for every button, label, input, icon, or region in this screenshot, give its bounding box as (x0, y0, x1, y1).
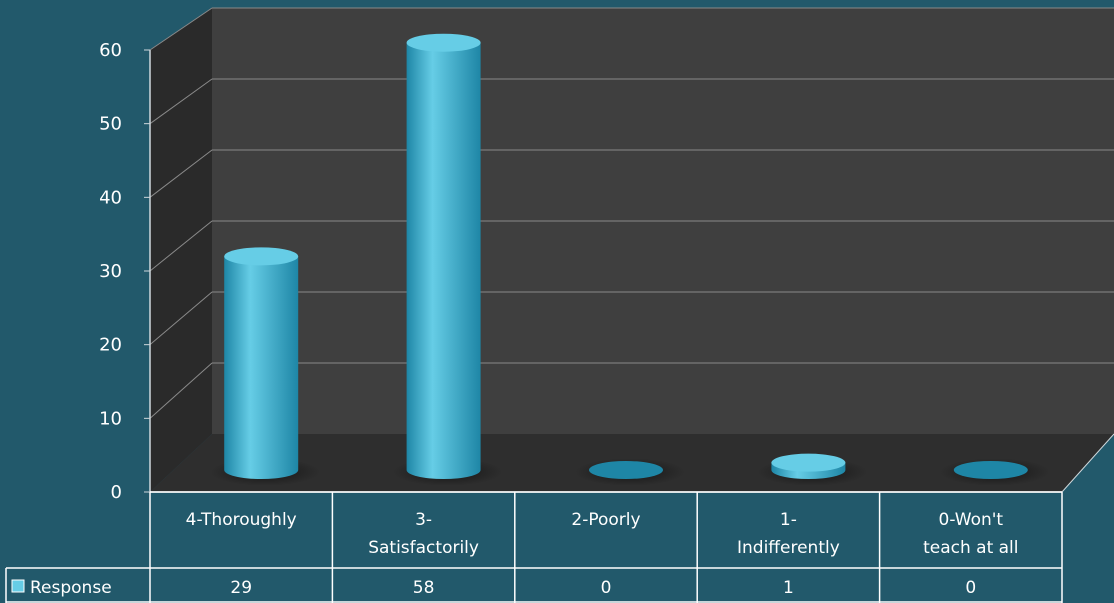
gridline-side (149, 220, 213, 272)
data-value-label: 1 (783, 578, 794, 598)
bar-top (589, 461, 663, 479)
bar-top (771, 453, 846, 472)
legend-key-icon (11, 579, 25, 593)
data-table: 4-Thoroughly 29 3- Satisfactorily 58 2-Poorly… (5, 491, 1063, 603)
gridline-side (149, 78, 213, 125)
legend-series-name: Response (30, 578, 112, 598)
gridline-side (149, 7, 213, 51)
y-tick-label: 20 (99, 335, 122, 356)
bar (224, 256, 299, 480)
y-tick-label: 0 (111, 482, 122, 503)
bar-top (406, 33, 481, 52)
gridline-side (149, 362, 213, 419)
data-value-label: 0 (601, 578, 612, 598)
data-value-label: 0 (965, 578, 976, 598)
y-tick-label: 10 (99, 408, 122, 429)
category-label: 4-Thoroughly (186, 510, 297, 530)
bar (406, 42, 481, 479)
bar-top (953, 461, 1028, 479)
y-tick-label: 60 (99, 40, 122, 61)
category-label: teach at all (923, 538, 1018, 558)
y-tick-label: 50 (99, 114, 122, 135)
bar-top (224, 247, 299, 266)
y-axis: 0 10 20 30 40 50 60 (99, 40, 151, 503)
y-tick-label: 30 (99, 261, 122, 282)
y-tick-label: 40 (99, 187, 122, 208)
category-label: 1- (780, 510, 797, 530)
gridline-side (149, 149, 213, 198)
category-label: 2-Poorly (571, 510, 640, 530)
data-value-label: 58 (413, 578, 435, 598)
data-value-label: 29 (230, 578, 252, 598)
category-label: Satisfactorily (368, 538, 479, 558)
category-label: 3- (415, 510, 432, 530)
gridlines (149, 7, 1114, 419)
floor-edge (1061, 433, 1114, 493)
side-wall (150, 8, 212, 492)
gridline-side (149, 291, 213, 346)
category-label: Indifferently (737, 538, 840, 558)
category-label: 0-Won't (939, 510, 1004, 530)
bars (210, 33, 1050, 486)
